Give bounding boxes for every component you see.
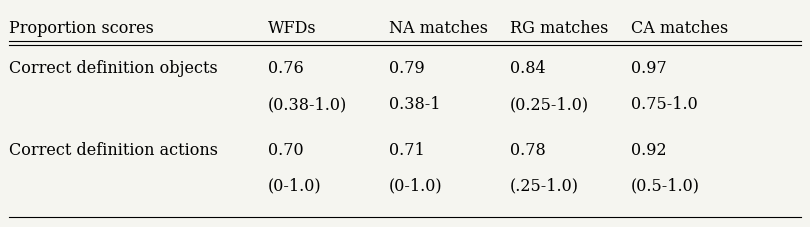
Text: 0.38-1: 0.38-1 bbox=[389, 96, 441, 113]
Text: RG matches: RG matches bbox=[510, 20, 608, 37]
Text: (0.25-1.0): (0.25-1.0) bbox=[510, 96, 589, 113]
Text: (0.5-1.0): (0.5-1.0) bbox=[631, 177, 700, 194]
Text: 0.71: 0.71 bbox=[389, 141, 424, 158]
Text: NA matches: NA matches bbox=[389, 20, 488, 37]
Text: Proportion scores: Proportion scores bbox=[10, 20, 155, 37]
Text: (0-1.0): (0-1.0) bbox=[268, 177, 322, 194]
Text: 0.76: 0.76 bbox=[268, 60, 304, 77]
Text: (.25-1.0): (.25-1.0) bbox=[510, 177, 579, 194]
Text: 0.84: 0.84 bbox=[510, 60, 546, 77]
Text: 0.79: 0.79 bbox=[389, 60, 424, 77]
Text: 0.75-1.0: 0.75-1.0 bbox=[631, 96, 697, 113]
Text: CA matches: CA matches bbox=[631, 20, 728, 37]
Text: WFDs: WFDs bbox=[268, 20, 317, 37]
Text: 0.92: 0.92 bbox=[631, 141, 667, 158]
Text: (0.38-1.0): (0.38-1.0) bbox=[268, 96, 347, 113]
Text: Correct definition objects: Correct definition objects bbox=[10, 60, 218, 77]
Text: 0.78: 0.78 bbox=[510, 141, 546, 158]
Text: 0.97: 0.97 bbox=[631, 60, 667, 77]
Text: (0-1.0): (0-1.0) bbox=[389, 177, 442, 194]
Text: 0.70: 0.70 bbox=[268, 141, 304, 158]
Text: Correct definition actions: Correct definition actions bbox=[10, 141, 219, 158]
